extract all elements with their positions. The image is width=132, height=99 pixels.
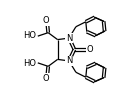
Text: N: N bbox=[66, 56, 72, 65]
Text: N: N bbox=[66, 34, 72, 43]
Text: HO: HO bbox=[23, 59, 36, 68]
Text: O: O bbox=[87, 45, 93, 54]
Text: O: O bbox=[42, 74, 49, 83]
Text: HO: HO bbox=[23, 31, 36, 40]
Text: O: O bbox=[42, 16, 49, 25]
